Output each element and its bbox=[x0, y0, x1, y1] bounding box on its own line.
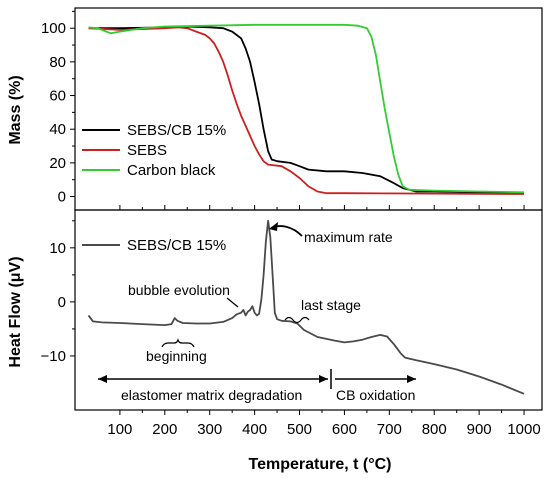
top-y-axis-label: Mass (%) bbox=[7, 75, 24, 144]
x-tick-label-800: 800 bbox=[422, 421, 447, 438]
annotation-maximum-rate: maximum rate bbox=[304, 229, 393, 245]
x-tick-label-1000: 1000 bbox=[507, 421, 540, 438]
top-y-tick-label-100: 100 bbox=[41, 20, 66, 37]
top-y-tick-label-80: 80 bbox=[49, 54, 66, 71]
cb-oxidation-right-arrowhead bbox=[407, 375, 416, 383]
series-sebs-mass-curve bbox=[88, 26, 525, 195]
top-y-tick-label-40: 40 bbox=[49, 121, 66, 138]
x-tick-label-100: 100 bbox=[107, 421, 132, 438]
annotation-beginning: beginning bbox=[146, 348, 207, 364]
x-tick-label-600: 600 bbox=[332, 421, 357, 438]
top-panel-curves bbox=[88, 23, 525, 195]
x-axis-label: Temperature, t (°C) bbox=[248, 456, 391, 473]
x-tick-label-400: 400 bbox=[242, 421, 267, 438]
maximum-rate-arrowhead bbox=[269, 222, 278, 231]
matrix-degradation-right-arrowhead bbox=[319, 375, 328, 383]
top-y-tick-label-0: 0 bbox=[58, 189, 66, 206]
top-legend: SEBS/CB 15% SEBS Carbon black bbox=[82, 122, 226, 179]
top-y-axis-ticks: 0 20 40 60 80 100 bbox=[41, 10, 75, 206]
bottom-y-tick-label-10: 10 bbox=[49, 240, 66, 257]
legend-label-sebs: SEBS bbox=[127, 142, 167, 159]
legend-label-carbon-black: Carbon black bbox=[127, 162, 216, 179]
series-carbon-black-mass-curve bbox=[88, 23, 525, 194]
x-tick-label-500: 500 bbox=[287, 421, 312, 438]
series-sebs-cb-15-mass-curve bbox=[88, 25, 525, 195]
bottom-y-axis-ticks: −10 0 10 bbox=[41, 220, 75, 365]
bottom-panel-curves bbox=[87, 219, 525, 395]
bottom-y-axis-label: Heat Flow (μV) bbox=[7, 256, 24, 367]
top-y-tick-label-60: 60 bbox=[49, 88, 66, 105]
x-tick-label-300: 300 bbox=[197, 421, 222, 438]
annotation-last-stage: last stage bbox=[301, 297, 361, 313]
legend-label-sebs-cb: SEBS/CB 15% bbox=[127, 122, 226, 139]
annotations: maximum rate bubble evolution last stage… bbox=[98, 222, 416, 403]
x-tick-label-700: 700 bbox=[377, 421, 402, 438]
bubble-evolution-pointer bbox=[226, 297, 239, 308]
annotation-bubble-evolution: bubble evolution bbox=[128, 282, 230, 298]
beginning-brace bbox=[161, 338, 195, 348]
x-axis-label-text: Temperature, t (°C) bbox=[248, 456, 391, 473]
series-sebs-cb-15-heatflow-curve bbox=[87, 219, 525, 395]
x-tick-label-200: 200 bbox=[152, 421, 177, 438]
top-y-tick-label-20: 20 bbox=[49, 155, 66, 172]
x-axis-ticks: 100 200 300 400 500 600 700 800 900 1000 bbox=[107, 205, 541, 438]
bottom-panel-frame bbox=[74, 209, 543, 411]
legend-label-heatflow: SEBS/CB 15% bbox=[127, 237, 226, 254]
last-stage-squiggle bbox=[284, 316, 310, 324]
bottom-y-tick-label-0: 0 bbox=[58, 294, 66, 311]
annotation-elastomer-matrix-degradation: elastomer matrix degradation bbox=[121, 387, 302, 403]
bottom-y-tick-label-10: −10 bbox=[41, 348, 66, 365]
x-tick-label-900: 900 bbox=[467, 421, 492, 438]
annotation-cb-oxidation: CB oxidation bbox=[336, 387, 415, 403]
bottom-legend: SEBS/CB 15% bbox=[82, 237, 226, 254]
matrix-degradation-left-arrowhead bbox=[98, 375, 107, 383]
